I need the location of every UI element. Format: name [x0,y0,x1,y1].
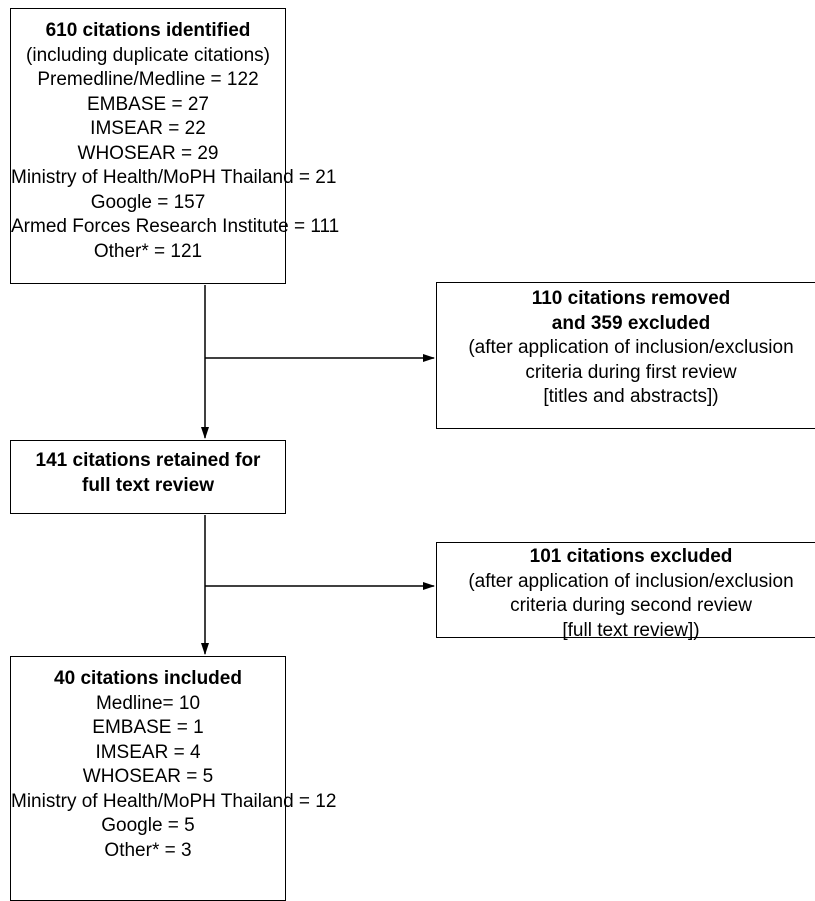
excluded-second-heading: 101 citations excluded [529,546,733,567]
included-line: Ministry of Health/MoPH Thailand = 12 [11,790,337,812]
identified-line: WHOSEAR = 29 [77,142,219,164]
removed-line: criteria during first review [525,361,737,383]
removed-line: (after application of inclusion/exclusio… [468,337,794,358]
identified-heading: 610 citations identified [45,20,251,41]
identified-line: IMSEAR = 22 [90,118,206,139]
excluded-second-line: [full text review]) [562,619,700,641]
identified-line: Google = 157 [90,191,206,213]
citations-retained-box: 141 citations retained for full text rev… [10,440,286,514]
retained-heading-line2: full text review [82,474,214,496]
excluded-second-line: criteria during second review [510,595,752,616]
citations-identified-box: 610 citations identified (including dupl… [10,8,340,284]
identified-line: (including duplicate citations) [26,44,270,66]
citations-removed-excluded-box: 110 citations removed and 359 excluded (… [436,282,815,429]
identified-line: Ministry of Health/MoPH Thailand = 21 [11,167,337,188]
excluded-second-line: (after application of inclusion/exclusio… [468,570,794,592]
included-line: WHOSEAR = 5 [82,766,214,787]
included-line: EMBASE = 1 [92,717,204,738]
removed-heading-line1: 110 citations removed [531,288,731,309]
identified-line: Other* = 121 [93,240,203,262]
included-line: Medline= 10 [95,692,201,714]
included-line: Google = 5 [101,815,195,836]
included-line: IMSEAR = 4 [95,741,201,763]
included-line: Other* = 3 [104,839,192,861]
identified-line: Premedline/Medline = 122 [37,69,259,90]
identified-line: EMBASE = 27 [87,93,209,115]
removed-heading-line2: and 359 excluded [551,312,711,334]
identified-line: Armed Forces Research Institute = 111 [11,216,340,237]
citations-excluded-second-box: 101 citations excluded (after applicatio… [436,542,815,641]
retained-heading-line1: 141 citations retained for [35,450,261,471]
citations-included-box: 40 citations included Medline= 10 EMBASE… [10,656,337,901]
included-heading: 40 citations included [54,668,242,689]
removed-line: [titles and abstracts]) [543,386,719,407]
